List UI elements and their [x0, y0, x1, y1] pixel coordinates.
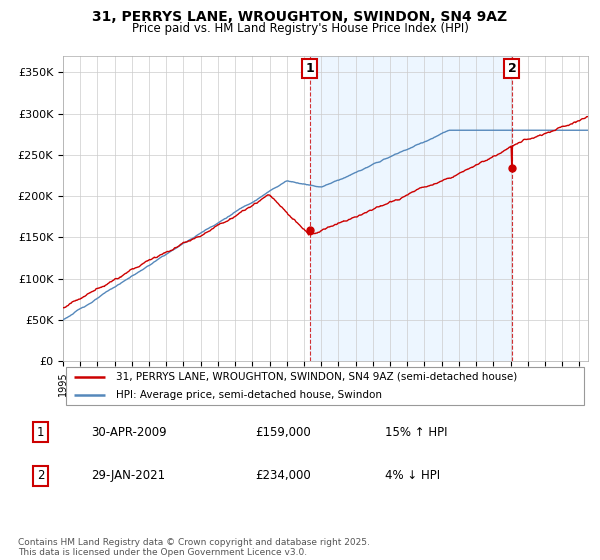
FancyBboxPatch shape	[65, 367, 584, 405]
Text: £159,000: £159,000	[255, 426, 311, 439]
Text: Contains HM Land Registry data © Crown copyright and database right 2025.
This d: Contains HM Land Registry data © Crown c…	[18, 538, 370, 557]
Text: Price paid vs. HM Land Registry's House Price Index (HPI): Price paid vs. HM Land Registry's House …	[131, 22, 469, 35]
Text: 31, PERRYS LANE, WROUGHTON, SWINDON, SN4 9AZ: 31, PERRYS LANE, WROUGHTON, SWINDON, SN4…	[92, 10, 508, 24]
Bar	[310, 56, 512, 361]
Text: £234,000: £234,000	[255, 469, 311, 482]
Text: 1: 1	[305, 62, 314, 74]
Text: 1: 1	[37, 426, 44, 439]
Text: 30-APR-2009: 30-APR-2009	[91, 426, 167, 439]
Text: 4% ↓ HPI: 4% ↓ HPI	[385, 469, 440, 482]
Text: HPI: Average price, semi-detached house, Swindon: HPI: Average price, semi-detached house,…	[115, 390, 382, 400]
Text: 2: 2	[508, 62, 516, 74]
Text: 31, PERRYS LANE, WROUGHTON, SWINDON, SN4 9AZ (semi-detached house): 31, PERRYS LANE, WROUGHTON, SWINDON, SN4…	[115, 372, 517, 381]
Text: 2: 2	[37, 469, 44, 482]
Text: 29-JAN-2021: 29-JAN-2021	[91, 469, 166, 482]
Text: 15% ↑ HPI: 15% ↑ HPI	[385, 426, 447, 439]
